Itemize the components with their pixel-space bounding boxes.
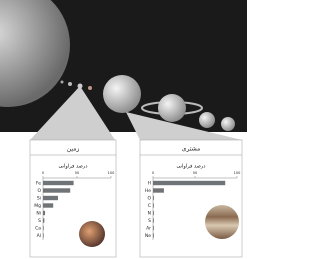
y-tick-label: N bbox=[148, 211, 151, 217]
bar bbox=[43, 188, 70, 192]
y-tick-label: S bbox=[38, 218, 41, 224]
y-tick-label: C bbox=[148, 203, 151, 209]
bar bbox=[43, 218, 44, 222]
y-tick-label: Ni bbox=[36, 211, 41, 217]
y-tick-label: O bbox=[147, 196, 151, 202]
bar bbox=[153, 196, 154, 200]
y-tick-label: Ca bbox=[35, 226, 41, 232]
bar bbox=[43, 226, 44, 230]
panel-title: زمین bbox=[67, 146, 80, 153]
y-tick-label: O bbox=[37, 188, 41, 194]
panel-title: مشتری bbox=[182, 146, 200, 153]
bar bbox=[43, 233, 44, 237]
bar bbox=[43, 211, 45, 215]
bar bbox=[153, 218, 154, 222]
x-tick-label: 100 bbox=[108, 171, 115, 175]
planet-image bbox=[79, 221, 105, 247]
bar bbox=[43, 196, 58, 200]
bar bbox=[43, 181, 74, 185]
bar bbox=[153, 211, 154, 215]
panel bbox=[140, 140, 242, 257]
y-tick-label: S bbox=[148, 218, 151, 224]
x-tick-label: 50 bbox=[75, 171, 79, 175]
bar bbox=[43, 203, 53, 207]
y-tick-label: Fe bbox=[36, 181, 41, 187]
bar bbox=[153, 233, 154, 237]
planet-image bbox=[205, 205, 239, 239]
y-tick-label: Mg bbox=[34, 203, 41, 209]
bar bbox=[153, 188, 164, 192]
bar bbox=[153, 181, 225, 185]
x-tick-label: 0 bbox=[152, 171, 154, 175]
y-tick-label: Al bbox=[37, 233, 41, 239]
axis-title: درصد فراوانی bbox=[58, 164, 87, 170]
space-image bbox=[0, 0, 247, 132]
y-tick-label: Ar bbox=[146, 226, 151, 232]
bar bbox=[153, 226, 154, 230]
y-tick-label: Si bbox=[37, 196, 41, 202]
y-tick-label: Ne bbox=[145, 233, 151, 239]
x-tick-label: 100 bbox=[234, 171, 241, 175]
x-tick-label: 0 bbox=[42, 171, 44, 175]
axis-title: درصد فراوانی bbox=[176, 164, 205, 170]
bar bbox=[153, 203, 154, 207]
y-tick-label: He bbox=[145, 188, 151, 194]
x-tick-label: 50 bbox=[193, 171, 197, 175]
y-tick-label: H bbox=[148, 181, 151, 187]
